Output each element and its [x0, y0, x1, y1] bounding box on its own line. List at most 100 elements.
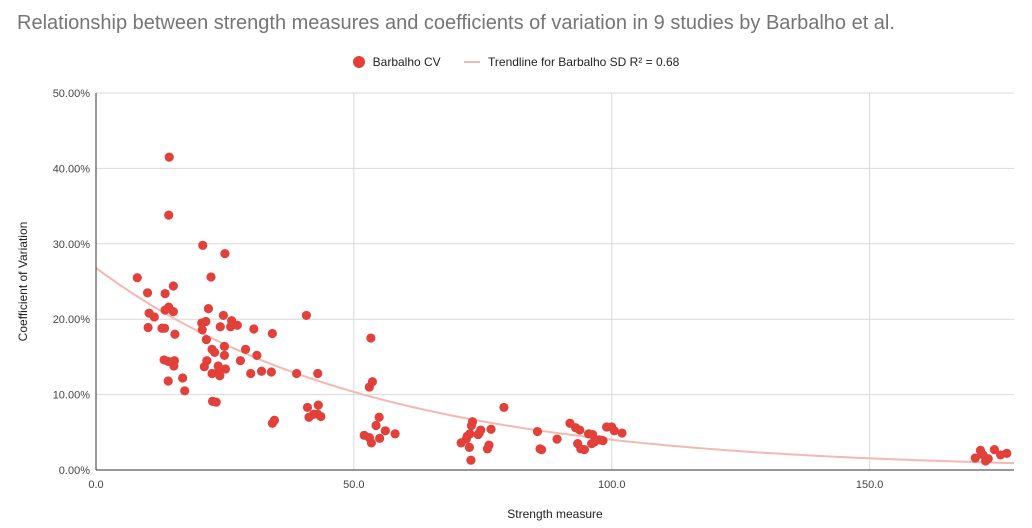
y-axis-title: Coefficient of Variation — [16, 222, 30, 342]
data-point[interactable] — [366, 438, 376, 448]
data-point[interactable] — [220, 364, 231, 374]
data-point[interactable] — [588, 429, 598, 440]
data-point[interactable] — [983, 454, 993, 464]
data-point[interactable] — [226, 322, 236, 332]
data-point[interactable] — [532, 426, 543, 437]
data-point[interactable] — [486, 424, 496, 434]
data-point[interactable] — [252, 350, 262, 360]
data-point[interactable] — [164, 152, 174, 162]
data-point[interactable] — [970, 453, 980, 463]
data-point[interactable] — [203, 304, 214, 314]
legend-item-trendline[interactable]: Trendline for Barbalho SD R² = 0.68 — [464, 55, 679, 69]
legend-label-trendline: Trendline for Barbalho SD R² = 0.68 — [488, 54, 680, 69]
grid — [96, 92, 1014, 470]
data-point[interactable] — [366, 333, 376, 343]
data-point[interactable] — [211, 397, 221, 407]
legend-item-scatter[interactable]: Barbalho CV — [352, 54, 441, 69]
legend-line-icon — [464, 60, 481, 63]
data-point[interactable] — [164, 210, 174, 220]
x-tick-label: 100.0 — [598, 479, 626, 491]
data-point[interactable] — [617, 428, 627, 438]
data-point[interactable] — [380, 426, 390, 436]
data-point[interactable] — [474, 428, 484, 438]
trendline-layer — [95, 267, 1015, 465]
data-point[interactable] — [170, 329, 180, 339]
data-point[interactable] — [267, 418, 277, 428]
data-point[interactable] — [302, 402, 313, 413]
data-point[interactable] — [464, 442, 474, 452]
data-point[interactable] — [989, 445, 1000, 455]
x-axis-title: Strength measure — [507, 507, 603, 521]
chart-title: Relationship between strength measures a… — [17, 12, 895, 34]
data-point[interactable] — [206, 272, 216, 282]
y-tick-label: 0.00% — [59, 465, 90, 477]
data-point[interactable] — [213, 367, 223, 377]
data-point[interactable] — [364, 382, 374, 392]
legend-label-scatter: Barbalho CV — [372, 54, 441, 69]
data-point[interactable] — [132, 273, 142, 283]
data-point[interactable] — [292, 368, 302, 379]
data-point[interactable] — [215, 322, 225, 332]
data-point[interactable] — [178, 373, 188, 383]
data-point[interactable] — [169, 361, 179, 371]
data-point[interactable] — [374, 412, 384, 422]
data-point[interactable] — [219, 341, 230, 351]
data-point[interactable] — [159, 323, 170, 333]
data-point[interactable] — [235, 356, 245, 366]
y-tick-label: 10.00% — [53, 390, 91, 402]
data-point[interactable] — [316, 411, 326, 422]
y-tick-label: 50.00% — [53, 88, 91, 100]
data-point[interactable] — [1002, 448, 1012, 459]
data-point[interactable] — [609, 426, 619, 436]
data-point[interactable] — [466, 455, 476, 465]
trendline — [95, 267, 1015, 465]
data-point[interactable] — [371, 420, 381, 431]
data-point[interactable] — [246, 368, 256, 379]
data-point[interactable] — [575, 425, 585, 435]
y-tick-label: 30.00% — [53, 239, 91, 251]
data-point[interactable] — [552, 434, 562, 444]
data-point[interactable] — [267, 328, 277, 339]
x-tick-label: 50.0 — [343, 479, 364, 491]
data-point[interactable] — [201, 334, 211, 345]
data-point[interactable] — [198, 240, 208, 250]
data-point[interactable] — [598, 435, 608, 446]
data-point[interactable] — [266, 367, 276, 377]
data-point[interactable] — [168, 307, 178, 317]
data-point[interactable] — [240, 344, 251, 354]
data-point[interactable] — [218, 310, 228, 321]
data-point[interactable] — [256, 366, 267, 376]
data-point[interactable] — [313, 368, 323, 379]
data-point[interactable] — [142, 288, 153, 298]
data-point[interactable] — [160, 288, 170, 299]
data-point[interactable] — [149, 312, 159, 322]
data-point[interactable] — [197, 325, 207, 335]
data-point[interactable] — [219, 350, 230, 360]
data-point[interactable] — [249, 324, 259, 334]
data-point[interactable] — [210, 347, 220, 357]
data-point[interactable] — [160, 305, 170, 315]
data-point[interactable] — [536, 445, 547, 455]
data-point[interactable] — [579, 445, 590, 455]
data-point[interactable] — [143, 322, 153, 333]
data-point[interactable] — [390, 429, 400, 439]
legend: Barbalho CV Trendline for Barbalho SD R²… — [0, 54, 1032, 69]
data-point[interactable] — [201, 316, 211, 327]
y-tick-label: 20.00% — [53, 314, 91, 326]
data-point[interactable] — [484, 440, 494, 450]
data-point[interactable] — [466, 420, 477, 431]
data-point[interactable] — [163, 376, 173, 386]
data-point[interactable] — [168, 281, 178, 291]
data-point[interactable] — [375, 433, 385, 443]
data-point[interactable] — [180, 386, 190, 396]
points-layer — [132, 152, 1012, 466]
data-point[interactable] — [301, 310, 312, 321]
data-point[interactable] — [313, 400, 323, 410]
data-point[interactable] — [220, 249, 230, 259]
x-tick-label: 0.0 — [88, 479, 103, 491]
data-point[interactable] — [461, 434, 471, 444]
data-point[interactable] — [199, 362, 209, 372]
data-point[interactable] — [499, 402, 509, 413]
